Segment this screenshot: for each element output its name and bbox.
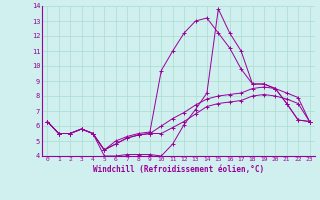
X-axis label: Windchill (Refroidissement éolien,°C): Windchill (Refroidissement éolien,°C) xyxy=(93,165,264,174)
